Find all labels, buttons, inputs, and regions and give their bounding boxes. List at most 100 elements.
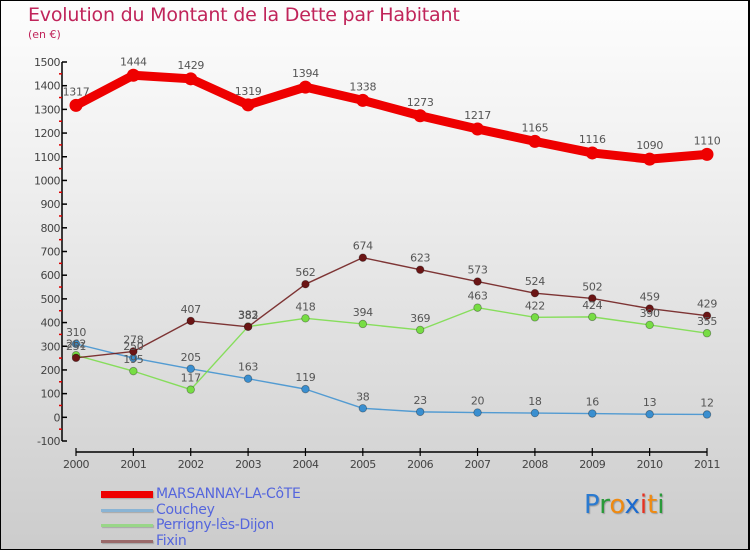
x-tick-label: 2000: [63, 458, 89, 471]
data-point: [301, 314, 310, 323]
logo-letter: i: [657, 490, 665, 520]
legend-item-fixin: Fixin: [101, 532, 301, 550]
data-label: 12: [700, 396, 713, 409]
data-point: [186, 385, 195, 394]
data-point: [413, 109, 427, 123]
data-point: [645, 320, 654, 330]
data-label: 250: [123, 340, 143, 353]
data-label: 383: [238, 309, 258, 322]
x-tick-label: 2004: [292, 458, 318, 471]
data-point: [415, 325, 425, 335]
data-point: [301, 384, 310, 394]
data-label: 163: [238, 361, 258, 374]
y-tick-label: 800: [41, 222, 61, 235]
data-point: [358, 404, 368, 413]
data-point: [243, 374, 253, 383]
data-label: 674: [353, 240, 373, 253]
data-label: 38: [356, 390, 370, 403]
data-point: [129, 366, 138, 376]
data-label: 562: [295, 266, 315, 279]
axes: -100 0 100 200 300 400 500 600 700 800 900 1000 1100…: [34, 56, 721, 471]
data-point: [186, 364, 195, 373]
data-point: [356, 93, 370, 107]
data-point: [702, 410, 712, 419]
data-point: [473, 303, 482, 312]
x-tick-label: 2001: [120, 458, 146, 471]
data-label: 20: [471, 395, 485, 408]
data-point: [702, 329, 712, 338]
x-tick-label: 2010: [637, 458, 663, 471]
labels-layer: 310 250 205 163 119 38 23 20 18 16 13 12 262 195 117 38…: [63, 55, 721, 409]
legend-swatch: [101, 539, 153, 543]
data-point: [530, 288, 540, 298]
data-label: 394: [353, 306, 373, 319]
y-tick-label: 1000: [34, 174, 60, 187]
data-label: 1317: [63, 85, 90, 98]
data-label: 573: [467, 264, 487, 277]
data-label: 1116: [579, 133, 606, 146]
data-label: 1394: [292, 67, 319, 80]
data-point: [471, 122, 485, 136]
legend-item-couchey: Couchey: [101, 502, 301, 519]
data-label: 278: [123, 333, 143, 346]
x-tick-label: 2008: [522, 458, 548, 471]
chart-title: Evolution du Montant de la Dette par Hab…: [28, 4, 460, 26]
data-label: 424: [582, 299, 602, 312]
legend-swatch: [101, 491, 153, 499]
legend-swatch: [101, 508, 153, 512]
data-label: 1217: [464, 109, 491, 122]
series-line-0: [73, 70, 708, 164]
data-label: 18: [528, 395, 542, 408]
y-tick-label: -100: [37, 435, 60, 448]
data-point: [530, 408, 540, 418]
data-label: 13: [643, 396, 657, 409]
data-label: 1444: [120, 55, 147, 68]
data-label: 1429: [177, 59, 204, 72]
y-tick-label: 1500: [34, 56, 60, 69]
data-label: 1165: [522, 121, 549, 134]
y-tick-label: 600: [41, 269, 61, 282]
legend-item-marsannay: MARSANNAY-LA-CôTE: [101, 487, 301, 503]
data-label: 23: [413, 394, 427, 407]
legend-item-perrigny: Perrigny-lès-Dijon: [101, 518, 301, 534]
data-label: 418: [295, 300, 315, 313]
data-point: [71, 353, 81, 363]
legend: MARSANNAY-LA-CôTE Couchey Perrigny-lès-D…: [101, 487, 301, 549]
legend-label: Perrigny-lès-Dijon: [156, 517, 275, 534]
x-tick-label: 2007: [465, 458, 491, 471]
data-label: 1090: [636, 139, 663, 152]
data-point: [184, 72, 198, 86]
legend-label: MARSANNAY-LA-CôTE: [156, 486, 301, 503]
data-point: [702, 311, 712, 320]
series-line-1: [75, 343, 708, 416]
data-point: [473, 277, 482, 286]
data-label: 623: [410, 252, 430, 265]
x-tick-label: 2009: [579, 458, 605, 471]
data-label: 463: [467, 290, 487, 303]
data-label: 119: [295, 371, 315, 384]
y-tick-label: 700: [41, 246, 61, 259]
data-label: 195: [123, 353, 143, 366]
logo-letter: r: [599, 490, 610, 520]
series-line-2: [75, 306, 708, 391]
data-label: 429: [697, 298, 717, 311]
data-point: [473, 408, 482, 417]
chart-subtitle: (en €): [28, 28, 61, 41]
data-label: 16: [586, 396, 600, 409]
legend-label: Fixin: [156, 532, 187, 549]
data-label: 355: [697, 315, 717, 328]
data-label: 310: [66, 326, 86, 339]
data-point: [588, 294, 597, 303]
data-label: 422: [525, 299, 545, 312]
data-label: 262: [66, 337, 86, 350]
y-tick-label: 200: [41, 364, 61, 377]
x-tick-label: 2002: [178, 458, 204, 471]
data-point: [126, 68, 140, 82]
data-label: 369: [410, 312, 430, 325]
data-point: [415, 265, 425, 274]
data-label: 1319: [235, 85, 262, 98]
y-tick-label: 1300: [34, 103, 60, 116]
y-tick-label: 500: [41, 293, 61, 306]
